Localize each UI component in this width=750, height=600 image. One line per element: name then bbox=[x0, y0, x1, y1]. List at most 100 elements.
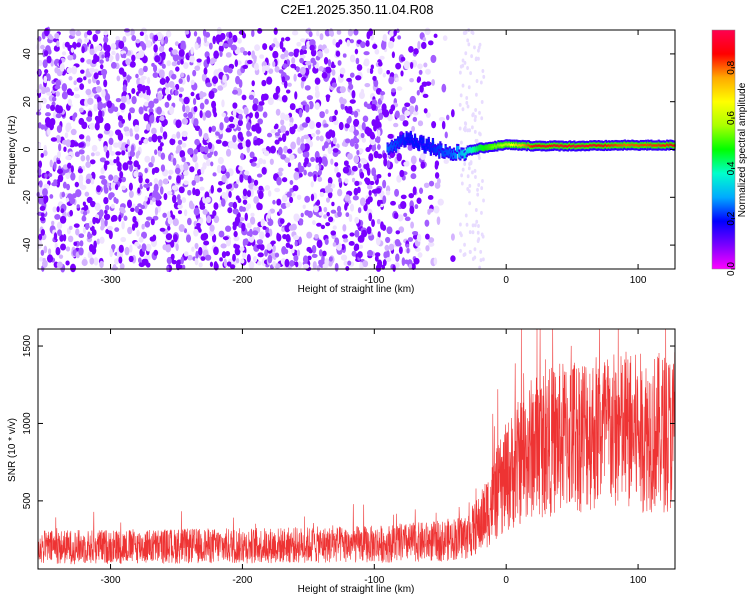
noise-speckle bbox=[180, 256, 185, 265]
noise-speckle bbox=[482, 198, 485, 203]
noise-speckle bbox=[268, 68, 274, 75]
noise-speckle bbox=[101, 178, 108, 185]
noise-speckle bbox=[134, 205, 140, 213]
noise-speckle bbox=[285, 202, 291, 208]
noise-speckle bbox=[158, 45, 165, 52]
noise-speckle bbox=[307, 255, 312, 261]
noise-speckle bbox=[93, 106, 98, 112]
noise-speckle bbox=[345, 138, 351, 144]
noise-speckle bbox=[459, 222, 462, 227]
noise-speckle bbox=[364, 83, 371, 88]
noise-speckle bbox=[243, 106, 249, 115]
noise-speckle bbox=[387, 40, 394, 49]
noise-speckle bbox=[232, 253, 236, 262]
noise-speckle bbox=[344, 203, 348, 211]
noise-speckle bbox=[283, 80, 288, 89]
noise-speckle bbox=[129, 244, 133, 253]
noise-speckle bbox=[51, 96, 57, 102]
noise-speckle bbox=[383, 157, 388, 167]
noise-speckle bbox=[152, 72, 159, 78]
noise-speckle bbox=[164, 101, 170, 108]
noise-speckle bbox=[390, 200, 396, 206]
noise-speckle bbox=[55, 79, 62, 87]
noise-speckle bbox=[323, 48, 330, 54]
noise-speckle bbox=[480, 116, 484, 121]
noise-speckle bbox=[194, 65, 201, 71]
noise-speckle bbox=[252, 156, 258, 162]
noise-speckle bbox=[154, 149, 158, 155]
noise-speckle bbox=[115, 36, 120, 41]
noise-speckle bbox=[227, 207, 233, 214]
noise-speckle bbox=[376, 218, 381, 225]
noise-speckle bbox=[371, 145, 377, 152]
noise-speckle bbox=[325, 94, 330, 103]
noise-speckle bbox=[340, 254, 348, 261]
noise-speckle bbox=[129, 132, 134, 137]
noise-speckle bbox=[317, 169, 322, 176]
noise-speckle bbox=[203, 132, 209, 141]
noise-speckle bbox=[320, 224, 326, 230]
noise-speckle bbox=[114, 129, 122, 136]
noise-speckle bbox=[96, 118, 101, 125]
noise-speckle bbox=[317, 176, 323, 182]
noise-speckle bbox=[78, 149, 85, 155]
noise-speckle bbox=[460, 140, 463, 145]
noise-speckle bbox=[143, 183, 150, 188]
noise-speckle bbox=[341, 141, 347, 147]
noise-speckle bbox=[238, 165, 243, 171]
noise-speckle bbox=[218, 230, 225, 238]
noise-speckle bbox=[72, 113, 76, 122]
noise-speckle bbox=[73, 241, 78, 246]
spectrogram-noise bbox=[35, 26, 486, 273]
noise-speckle bbox=[190, 79, 195, 85]
signal-band-core bbox=[404, 141, 407, 144]
noise-speckle bbox=[89, 122, 96, 130]
colorbar-ticks: 0.0 0.2 0.4 0.6 0.8 bbox=[726, 60, 737, 276]
noise-speckle bbox=[368, 153, 374, 162]
spectrogram-y-label: Frequency (Hz) bbox=[7, 116, 18, 185]
noise-speckle bbox=[240, 152, 244, 161]
noise-speckle bbox=[166, 190, 173, 196]
noise-speckle bbox=[131, 88, 136, 95]
noise-speckle bbox=[94, 202, 101, 211]
noise-speckle bbox=[209, 224, 215, 232]
noise-speckle bbox=[194, 257, 199, 266]
noise-speckle bbox=[330, 230, 337, 236]
noise-speckle bbox=[47, 74, 51, 82]
noise-speckle bbox=[367, 184, 373, 190]
noise-speckle bbox=[106, 100, 113, 109]
noise-speckle bbox=[428, 180, 435, 187]
noise-speckle bbox=[235, 108, 242, 113]
noise-speckle bbox=[293, 234, 300, 241]
noise-speckle bbox=[302, 255, 309, 264]
noise-speckle bbox=[187, 147, 194, 155]
noise-speckle bbox=[262, 93, 269, 101]
noise-speckle bbox=[363, 163, 368, 170]
noise-speckle bbox=[371, 219, 375, 227]
noise-speckle bbox=[232, 102, 238, 109]
noise-speckle bbox=[296, 194, 302, 201]
noise-speckle bbox=[425, 68, 431, 75]
noise-speckle bbox=[82, 226, 87, 234]
noise-speckle bbox=[47, 127, 51, 136]
noise-speckle bbox=[89, 220, 93, 228]
noise-speckle bbox=[408, 105, 415, 115]
noise-speckle bbox=[390, 104, 396, 112]
noise-speckle bbox=[299, 48, 304, 57]
noise-speckle bbox=[137, 187, 141, 194]
noise-speckle bbox=[377, 108, 383, 115]
noise-speckle bbox=[346, 117, 352, 124]
noise-speckle bbox=[153, 34, 159, 42]
noise-speckle bbox=[89, 257, 95, 265]
noise-speckle bbox=[162, 131, 168, 140]
noise-speckle bbox=[404, 216, 411, 222]
noise-speckle bbox=[97, 101, 104, 110]
noise-speckle bbox=[306, 231, 313, 239]
snr-x-label: Height of straight line (km) bbox=[298, 584, 415, 595]
noise-speckle bbox=[396, 86, 403, 91]
noise-speckle bbox=[463, 242, 466, 247]
noise-speckle bbox=[356, 149, 360, 156]
noise-speckle bbox=[281, 133, 287, 143]
noise-speckle bbox=[168, 80, 175, 88]
noise-speckle bbox=[377, 61, 383, 67]
